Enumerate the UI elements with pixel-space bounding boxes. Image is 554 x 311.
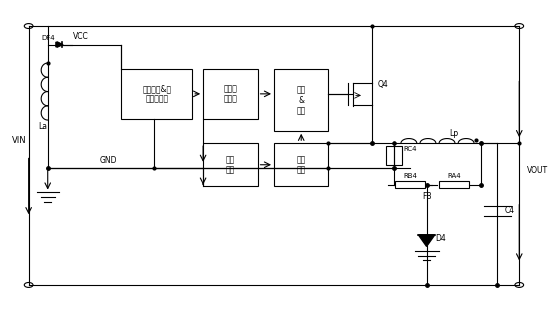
Text: DF4: DF4 — [41, 35, 54, 41]
FancyBboxPatch shape — [121, 69, 192, 118]
Text: 消磁
检测: 消磁 检测 — [225, 155, 235, 174]
Text: D4: D4 — [435, 234, 445, 243]
Text: 电源供电&负
载电压检测: 电源供电&负 载电压检测 — [142, 84, 171, 104]
Text: GND: GND — [100, 156, 117, 165]
Bar — [439, 181, 469, 188]
Bar — [395, 181, 425, 188]
Text: Lp: Lp — [449, 129, 458, 138]
Polygon shape — [418, 235, 435, 246]
Text: VIN: VIN — [12, 136, 27, 145]
Text: C4: C4 — [505, 207, 515, 216]
Text: RB4: RB4 — [403, 173, 417, 179]
Text: VOUT: VOUT — [527, 166, 548, 175]
Text: FB: FB — [422, 192, 432, 201]
FancyBboxPatch shape — [203, 143, 258, 186]
FancyBboxPatch shape — [274, 69, 329, 131]
Bar — [386, 146, 402, 165]
Polygon shape — [56, 42, 63, 47]
Text: 电流
检测: 电流 检测 — [296, 155, 306, 174]
Text: Q4: Q4 — [377, 80, 388, 89]
Text: RA4: RA4 — [447, 173, 461, 179]
Text: VCC: VCC — [73, 32, 88, 41]
Text: 控制
&
驱动: 控制 & 驱动 — [296, 85, 306, 115]
Text: La: La — [38, 122, 47, 131]
Text: 负载电
压补偿: 负载电 压补偿 — [223, 84, 237, 104]
FancyBboxPatch shape — [203, 69, 258, 118]
Text: RC4: RC4 — [404, 146, 417, 152]
FancyBboxPatch shape — [274, 143, 329, 186]
